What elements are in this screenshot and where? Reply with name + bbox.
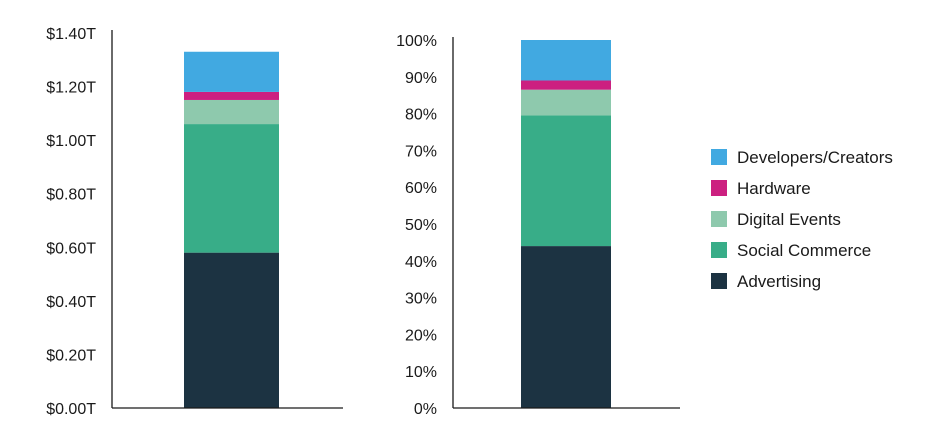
chart1-y-tick-label: $1.00T	[46, 133, 96, 150]
chart2-bar-segment-advertising	[521, 246, 611, 408]
legend-label-developers-creators: Developers/Creators	[737, 148, 893, 167]
chart1-y-tick-label: $0.60T	[46, 240, 96, 257]
chart1-y-tick-label: $0.80T	[46, 187, 96, 204]
chart1-y-tick-label: $0.00T	[46, 401, 96, 418]
chart1-bar-segment-digital-events	[184, 99, 279, 125]
chart2-y-tick-label: 100%	[396, 33, 437, 50]
legend-swatch-developers-creators	[711, 149, 727, 165]
legend: Developers/Creators Hardware Digital Event…	[711, 148, 893, 291]
legend-label-digital-events: Digital Events	[737, 210, 841, 229]
chart2-y-tick-label: 60%	[405, 180, 437, 197]
chart2-y-tick-label: 80%	[405, 107, 437, 124]
chart2-y-tick-label: 10%	[405, 364, 437, 381]
legend-swatch-digital-events	[711, 211, 727, 227]
chart2-y-tick-label: 30%	[405, 291, 437, 308]
legend-swatch-advertising	[711, 273, 727, 289]
chart2-bar-segment-social-commerce	[521, 115, 611, 247]
chart1-bar-segment-developers-creators	[184, 51, 279, 92]
chart2-y-tick-label: 70%	[405, 143, 437, 160]
chart1-y-tick-label: $0.20T	[46, 347, 96, 364]
chart2-y-tick-label: 90%	[405, 70, 437, 87]
chart2-y-tick-label: 20%	[405, 327, 437, 344]
chart1-y-tick-label: $1.40T	[46, 26, 96, 43]
chart1-bar-segment-advertising	[184, 252, 279, 408]
chart1-y-tick-label: $1.20T	[46, 80, 96, 97]
chart2-bar-segment-hardware	[521, 80, 611, 90]
legend-label-advertising: Advertising	[737, 272, 821, 291]
chart2-y-tick-label: 40%	[405, 254, 437, 271]
chart2-bar-segment-developers-creators	[521, 40, 611, 81]
legend-swatch-hardware	[711, 180, 727, 196]
legend-label-hardware: Hardware	[737, 179, 811, 198]
chart2-bar-segment-digital-events	[521, 89, 611, 116]
absolute-value-chart: $0.00T $0.20T $0.40T $0.60T $0.80T $1.00T $1.2…	[46, 26, 343, 418]
chart1-bar-segment-hardware	[184, 91, 279, 100]
chart2-y-tick-label: 50%	[405, 217, 437, 234]
chart1-bar-segment-social-commerce	[184, 124, 279, 253]
legend-swatch-social-commerce	[711, 242, 727, 258]
chart1-y-tick-label: $0.40T	[46, 294, 96, 311]
chart2-y-tick-label: 0%	[414, 401, 437, 418]
legend-label-social-commerce: Social Commerce	[737, 241, 871, 260]
percent-share-chart: 0% 10% 20% 30% 40% 50% 60% 70% 80% 90% 100%	[396, 33, 680, 418]
